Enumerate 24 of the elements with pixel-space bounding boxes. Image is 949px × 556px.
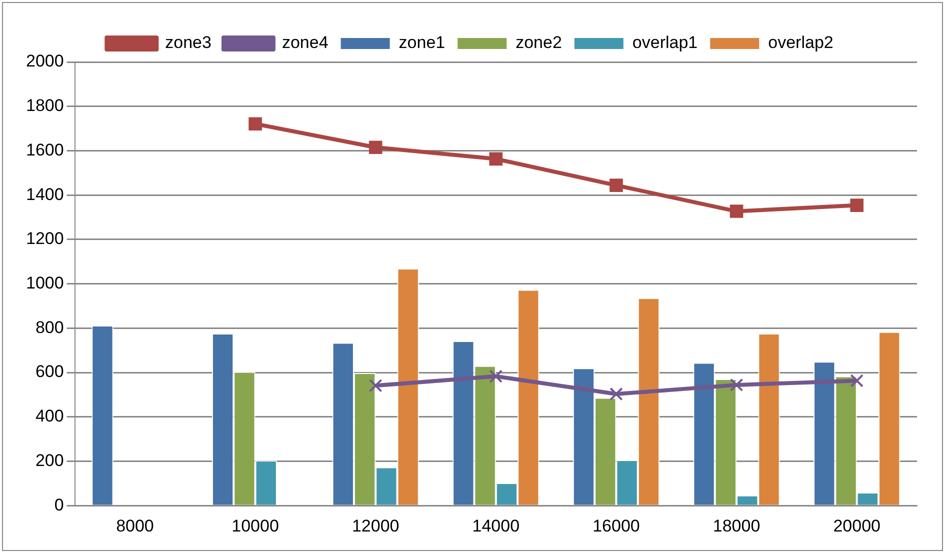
x-tick-label: 12000	[352, 516, 400, 536]
legend-label: overlap1	[632, 33, 698, 52]
legend-label: zone1	[398, 33, 446, 52]
y-tick-label: 200	[35, 450, 64, 470]
legend-label: zone4	[282, 33, 328, 52]
y-tick-label: 2000	[26, 52, 64, 71]
x-tick-label: 16000	[592, 516, 640, 536]
y-tick-label: 1400	[26, 184, 64, 204]
x-tick-label: 18000	[712, 516, 760, 536]
y-tick-label: 400	[35, 406, 64, 426]
legend-label: zone2	[516, 33, 562, 52]
x-tick-label: 8000	[116, 516, 154, 536]
x-tick-label: 10000	[232, 516, 279, 536]
x-tick-label: 14000	[472, 516, 520, 536]
y-tick-label: 1600	[26, 140, 64, 160]
y-tick-label: 1800	[26, 96, 64, 116]
legend-label: overlap2	[768, 33, 834, 52]
y-tick-label: 600	[35, 362, 64, 382]
y-tick-label: 1200	[26, 229, 64, 248]
x-tick-label: 20000	[833, 516, 880, 536]
y-tick-label: 1000	[26, 273, 64, 292]
y-tick-label: 800	[35, 318, 64, 337]
legend-label: zone3	[165, 33, 212, 52]
y-tick-label: 0	[54, 495, 64, 514]
